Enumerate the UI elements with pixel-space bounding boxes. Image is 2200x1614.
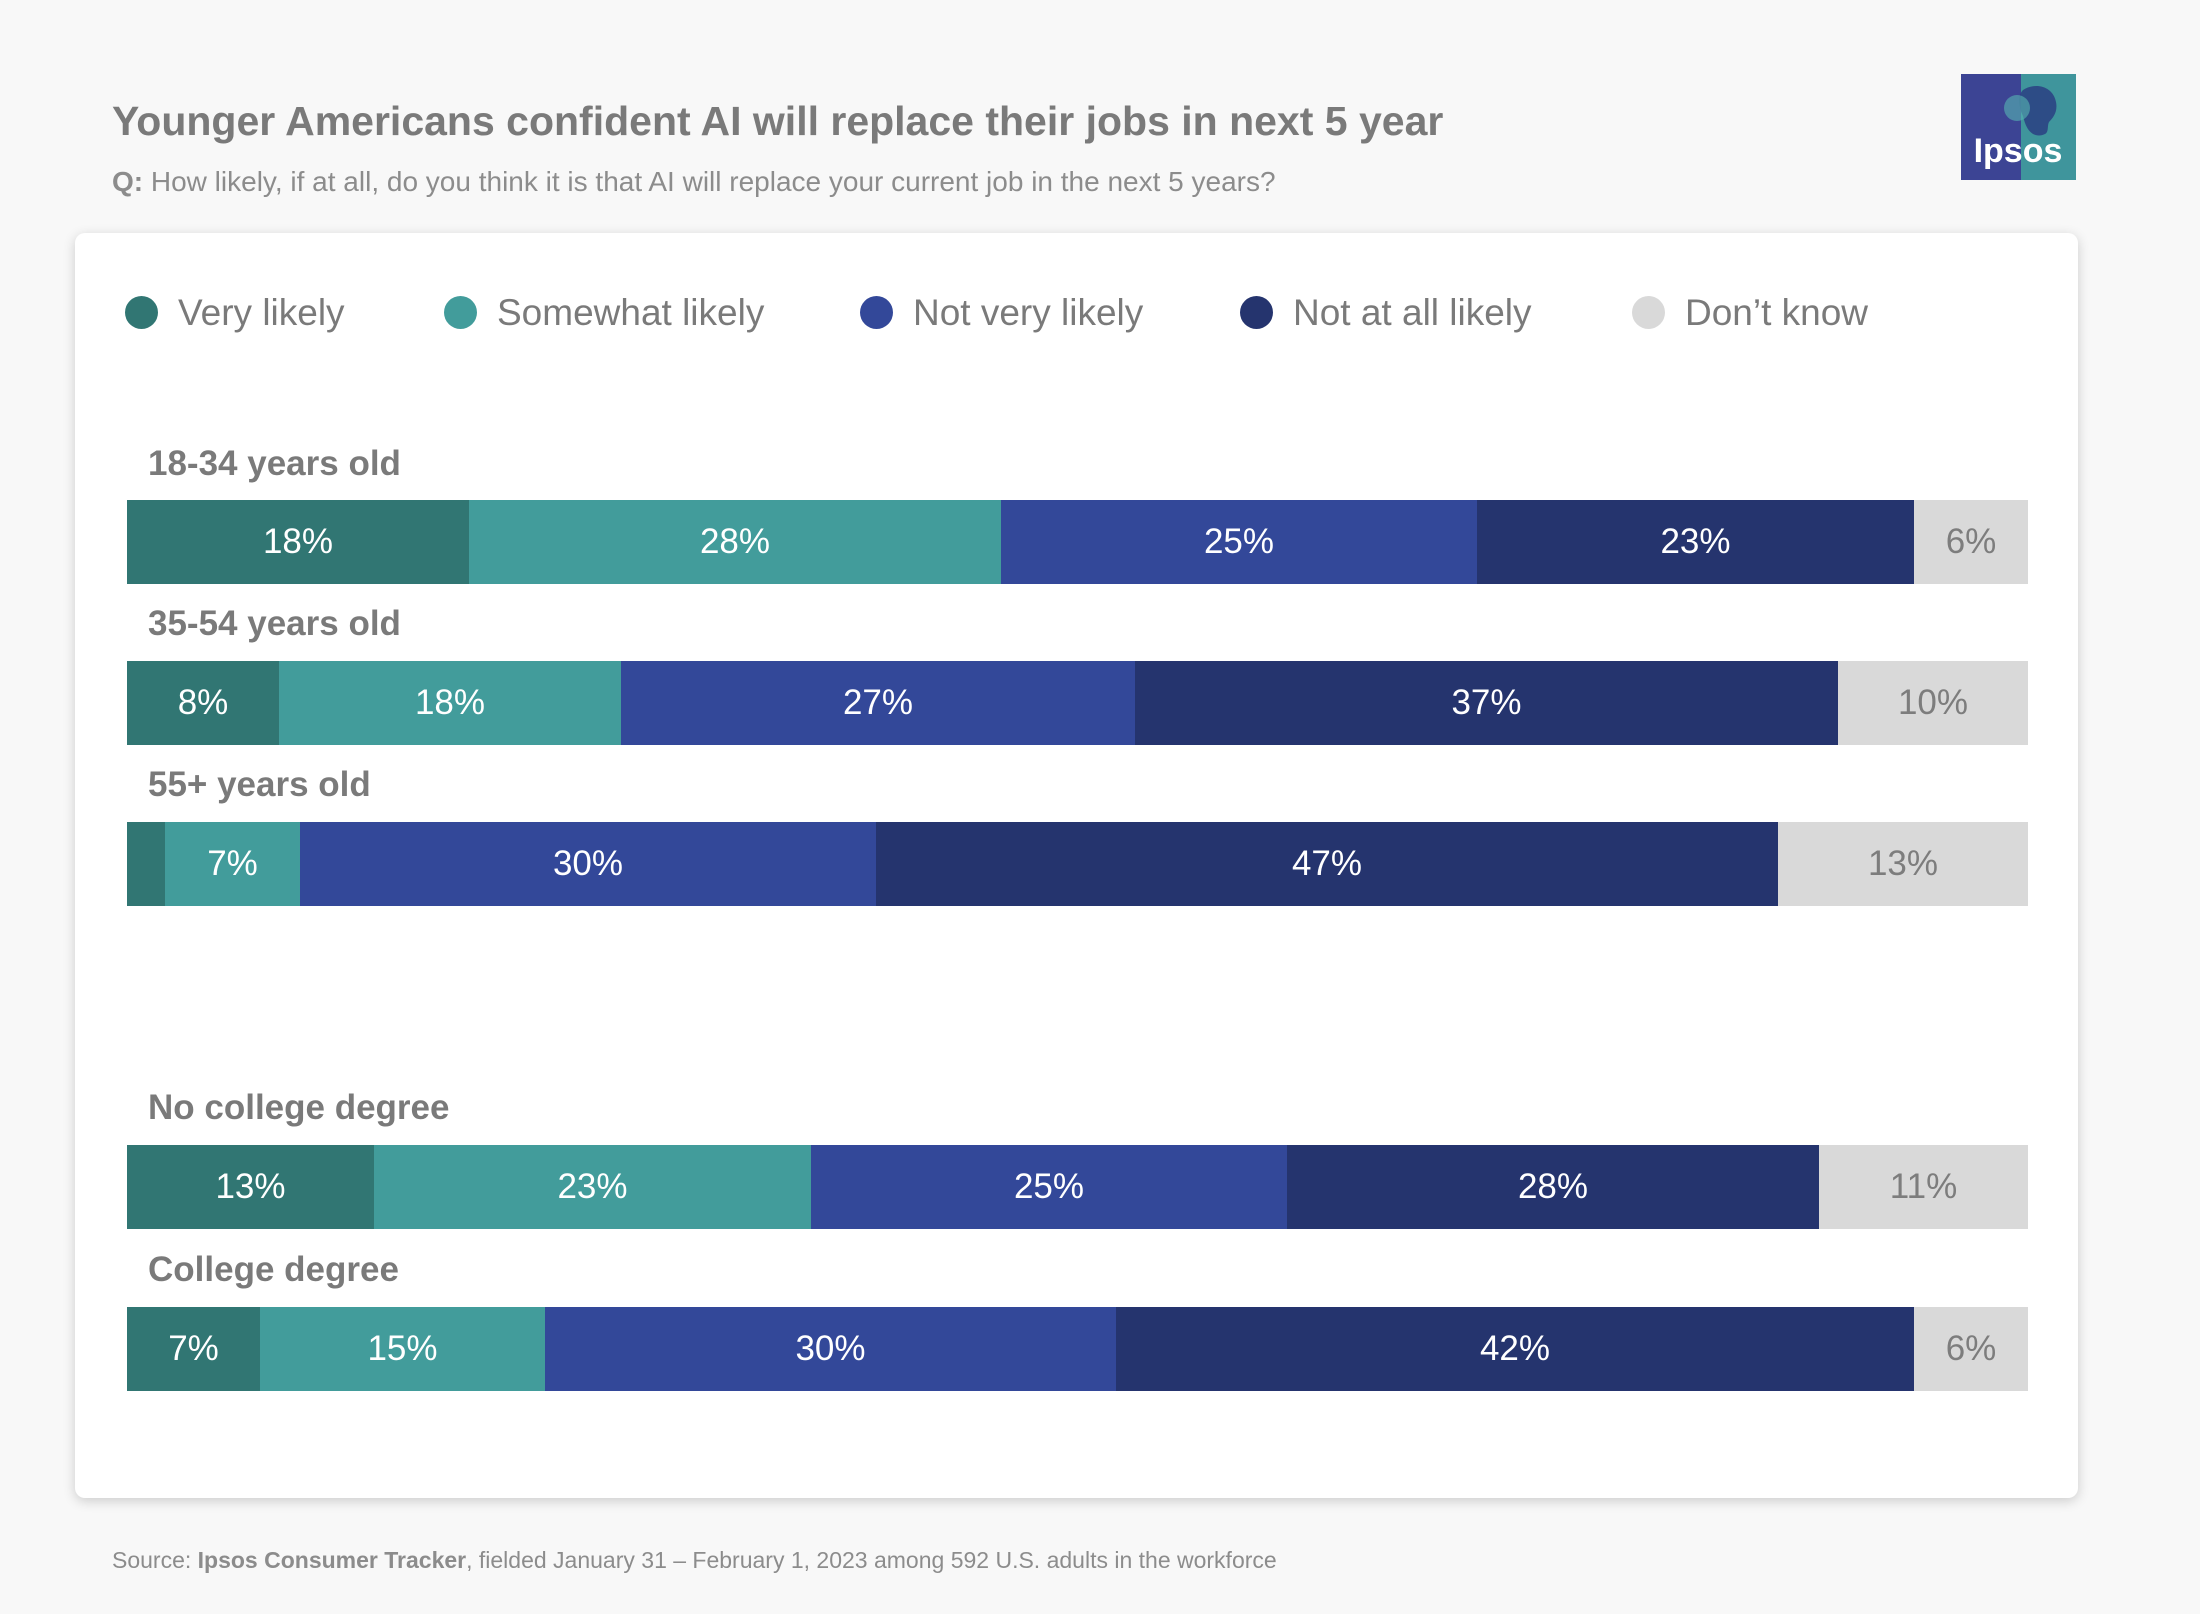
question-prefix: Q: bbox=[112, 166, 144, 197]
chart-subtitle: Q: How likely, if at all, do you think i… bbox=[112, 166, 1276, 198]
group-label-35-54: 35-54 years old bbox=[148, 604, 401, 643]
legend-label: Very likely bbox=[178, 292, 345, 333]
bar-55-plus: 7% 30% 47% 13% bbox=[127, 822, 2028, 906]
bar-segment-not-at-all-likely: 28% bbox=[1287, 1145, 1819, 1229]
svg-text:Ipsos: Ipsos bbox=[1974, 132, 2063, 170]
data-label: 6% bbox=[1945, 522, 1997, 561]
group-label-no-college: No college degree bbox=[148, 1088, 450, 1127]
legend-swatch-not-very-likely bbox=[860, 296, 893, 329]
legend-swatch-very-likely bbox=[125, 296, 158, 329]
bar-segment-not-very-likely: 30% bbox=[545, 1307, 1116, 1391]
bar-18-34: 18% 28% 25% 23% 6% bbox=[127, 500, 2028, 584]
source-details: , fielded January 31 – February 1, 2023 … bbox=[466, 1547, 1277, 1573]
data-label: 30% bbox=[552, 844, 624, 883]
bar-no-college: 13% 23% 25% 28% 11% bbox=[127, 1145, 2028, 1229]
data-label: 7% bbox=[168, 1329, 219, 1368]
bar-segment-somewhat-likely: 28% bbox=[469, 500, 1001, 584]
bar-35-54: 8% 18% 27% 37% 10% bbox=[127, 661, 2028, 745]
data-label: 23% bbox=[1660, 522, 1731, 561]
bar-segment-dont-know: 10% bbox=[1838, 661, 2028, 745]
legend-label: Not very likely bbox=[913, 292, 1144, 333]
bar-segment-very-likely bbox=[127, 822, 165, 906]
data-label: 28% bbox=[1517, 1167, 1589, 1206]
source-prefix: Source: bbox=[112, 1547, 198, 1573]
data-label: 7% bbox=[207, 844, 258, 883]
question-text: How likely, if at all, do you think it i… bbox=[150, 166, 1276, 197]
chart-title: Younger Americans confident AI will repl… bbox=[112, 98, 1444, 144]
source-name: Ipsos Consumer Tracker bbox=[197, 1547, 467, 1573]
data-label: 30% bbox=[795, 1329, 866, 1368]
bar-segment-not-at-all-likely: 23% bbox=[1477, 500, 1914, 584]
legend-swatch-somewhat-likely bbox=[444, 296, 477, 329]
legend-swatch-dont-know bbox=[1632, 296, 1665, 329]
bar-segment-dont-know: 6% bbox=[1914, 500, 2028, 584]
data-label: 23% bbox=[557, 1167, 628, 1206]
bar-segment-not-at-all-likely: 47% bbox=[876, 822, 1778, 906]
bar-segment-dont-know: 11% bbox=[1819, 1145, 2028, 1229]
data-label: 11% bbox=[1889, 1167, 1958, 1206]
legend-swatch-not-at-all-likely bbox=[1240, 296, 1273, 329]
bar-segment-somewhat-likely: 15% bbox=[260, 1307, 545, 1391]
data-label: 10% bbox=[1897, 683, 1969, 722]
bar-segment-not-very-likely: 25% bbox=[811, 1145, 1287, 1229]
bar-segment-not-at-all-likely: 42% bbox=[1116, 1307, 1914, 1391]
source-note: Source: Ipsos Consumer Tracker, fielded … bbox=[112, 1547, 1277, 1574]
bar-college: 7% 15% 30% 42% 6% bbox=[127, 1307, 2028, 1391]
bar-segment-somewhat-likely: 23% bbox=[374, 1145, 811, 1229]
bar-segment-not-very-likely: 27% bbox=[621, 661, 1135, 745]
data-label: 37% bbox=[1451, 683, 1522, 722]
data-label: 15% bbox=[367, 1329, 438, 1368]
bar-segment-somewhat-likely: 7% bbox=[165, 822, 300, 906]
data-label: 8% bbox=[177, 683, 229, 722]
bar-segment-very-likely: 7% bbox=[127, 1307, 260, 1391]
bar-segment-very-likely: 8% bbox=[127, 661, 279, 745]
bar-segment-not-very-likely: 30% bbox=[300, 822, 876, 906]
ipsos-logo: Ipsos bbox=[1961, 74, 2076, 180]
group-label-college: College degree bbox=[148, 1250, 399, 1289]
bar-segment-not-very-likely: 25% bbox=[1001, 500, 1477, 584]
group-label-55-plus: 55+ years old bbox=[148, 765, 371, 804]
legend-label: Somewhat likely bbox=[497, 292, 765, 333]
data-label: 6% bbox=[1945, 1329, 1997, 1368]
bar-segment-somewhat-likely: 18% bbox=[279, 661, 621, 745]
data-label: 47% bbox=[1291, 844, 1363, 883]
data-label: 25% bbox=[1013, 1167, 1085, 1206]
data-label: 42% bbox=[1479, 1329, 1551, 1368]
bar-segment-dont-know: 13% bbox=[1778, 822, 2028, 906]
data-label: 13% bbox=[215, 1167, 286, 1206]
data-label: 28% bbox=[699, 522, 771, 561]
legend-label: Not at all likely bbox=[1293, 292, 1532, 333]
data-label: 27% bbox=[842, 683, 914, 722]
data-label: 18% bbox=[262, 522, 334, 561]
bar-segment-very-likely: 18% bbox=[127, 500, 469, 584]
legend-label: Don’t know bbox=[1685, 292, 1869, 333]
data-label: 18% bbox=[414, 683, 486, 722]
bar-segment-dont-know: 6% bbox=[1914, 1307, 2028, 1391]
group-label-18-34: 18-34 years old bbox=[148, 444, 401, 483]
chart-card: Very likely Somewhat likely Not very lik… bbox=[75, 233, 2078, 1498]
bar-segment-very-likely: 13% bbox=[127, 1145, 374, 1229]
data-label: 13% bbox=[1867, 844, 1939, 883]
bar-segment-not-at-all-likely: 37% bbox=[1135, 661, 1838, 745]
data-label: 25% bbox=[1203, 522, 1275, 561]
